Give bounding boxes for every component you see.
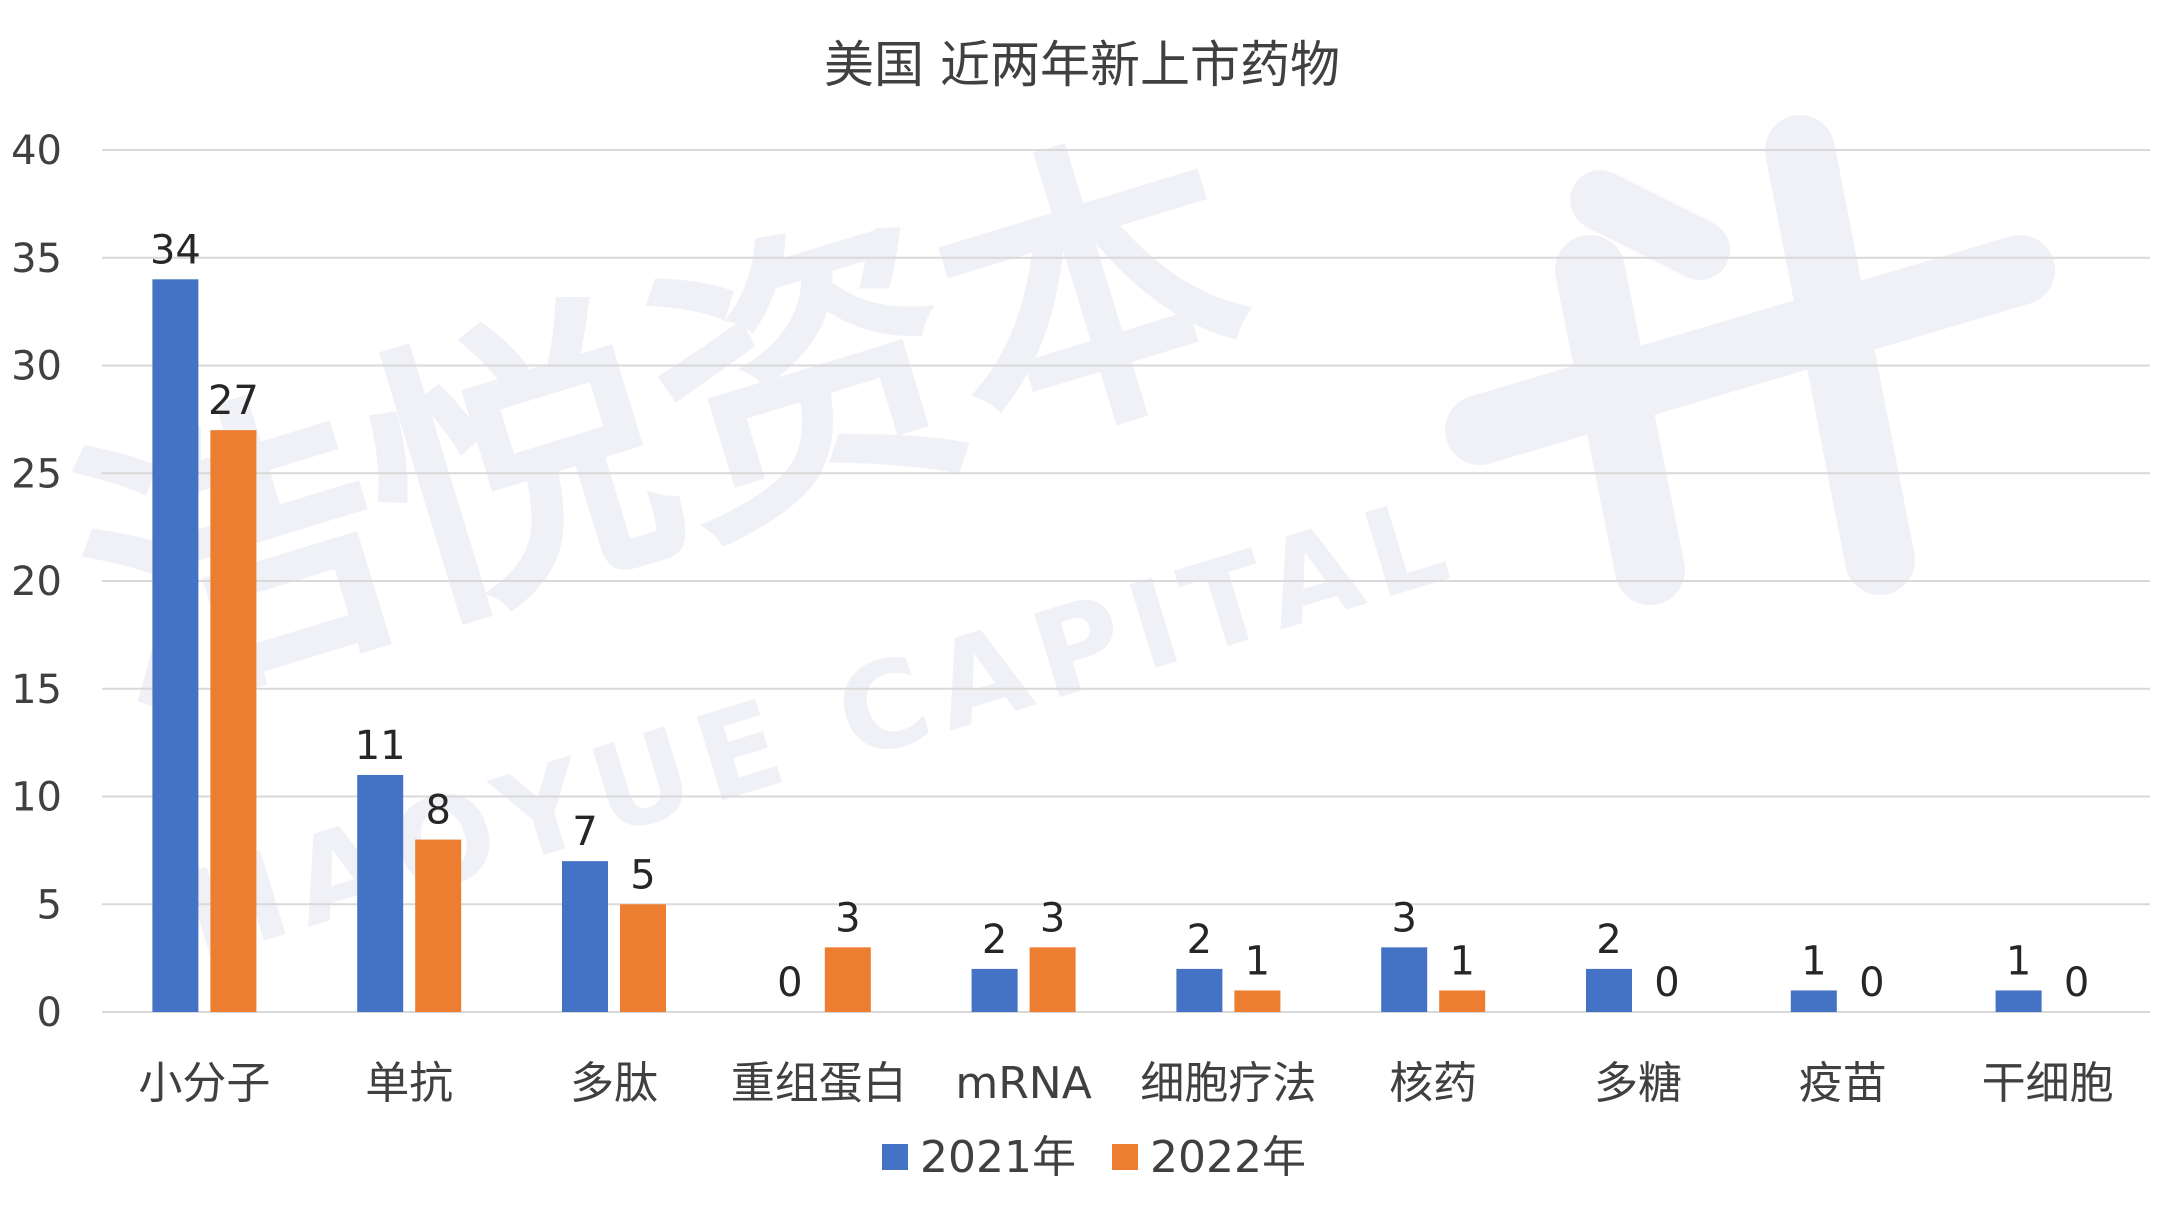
bar-series2 (210, 430, 257, 1012)
data-label: 1 (1449, 938, 1474, 984)
bars (152, 279, 2042, 1012)
watermark-logo (1445, 115, 2055, 605)
data-label: 11 (355, 723, 406, 769)
bar-series2 (1439, 990, 1486, 1012)
data-label: 0 (1859, 960, 1884, 1006)
bar-series1 (1790, 990, 1837, 1012)
bar-series1 (1381, 947, 1428, 1012)
bar-series2 (1234, 990, 1281, 1012)
legend-label: 2022年 (1150, 1132, 1306, 1183)
y-tick-label: 35 (11, 236, 62, 282)
bar-series1 (1995, 990, 2042, 1012)
data-label: 5 (630, 852, 655, 898)
y-tick-label: 20 (11, 559, 62, 605)
data-label: 27 (208, 378, 259, 424)
x-category-label: 细胞疗法 (1140, 1058, 1316, 1109)
y-tick-label: 0 (37, 990, 62, 1036)
y-tick-label: 5 (37, 882, 62, 928)
watermark: 浩悦资本 HAOYUE CAPITAL (39, 83, 2055, 988)
x-category-label: 多糖 (1594, 1058, 1682, 1109)
data-label: 7 (572, 809, 597, 855)
data-label: 3 (1040, 895, 1065, 941)
data-label: 3 (1391, 895, 1416, 941)
bar-series2 (1029, 947, 1076, 1012)
bar-series1 (971, 968, 1018, 1012)
x-category-label: 小分子 (138, 1058, 270, 1109)
x-category-label: 疫苗 (1799, 1058, 1887, 1109)
data-label: 0 (777, 960, 802, 1006)
bar-series1 (1586, 968, 1632, 1012)
x-category-label: 单抗 (365, 1058, 453, 1109)
legend-label: 2021年 (920, 1132, 1076, 1183)
data-label: 8 (425, 788, 450, 834)
x-category-label: 多肽 (570, 1058, 658, 1109)
data-label: 3 (835, 895, 860, 941)
x-category-label: 核药 (1389, 1058, 1477, 1109)
legend-swatch (882, 1144, 908, 1170)
gridlines (102, 149, 2150, 906)
data-label: 0 (1654, 960, 1679, 1006)
x-category-label: mRNA (955, 1058, 1091, 1109)
chart-title: 美国 近两年新上市药物 (824, 36, 1340, 94)
data-label: 2 (1187, 917, 1212, 963)
data-label: 1 (2006, 938, 2031, 984)
data-label: 1 (1801, 938, 1826, 984)
y-tick-label: 40 (11, 128, 62, 174)
data-label: 2 (1596, 917, 1621, 963)
bar-series1 (152, 279, 199, 1012)
x-category-label: 重组蛋白 (731, 1058, 907, 1109)
data-label: 1 (1245, 938, 1270, 984)
bar-series1 (357, 774, 404, 1012)
legend-swatch (1112, 1144, 1138, 1170)
bar-series1 (1176, 968, 1223, 1012)
x-axis-category-labels: 小分子 单抗 多肽 重组蛋白 mRNA 细胞疗法 核药 多糖 疫苗 干细胞 (138, 1058, 2113, 1109)
bar-series1 (562, 861, 608, 1012)
y-tick-label: 25 (11, 451, 62, 497)
bar-series2 (824, 947, 871, 1012)
legend: 2021年 2022年 (882, 1132, 1306, 1183)
data-label: 34 (150, 227, 201, 273)
bar-series2 (620, 904, 666, 1012)
x-category-label: 干细胞 (1982, 1058, 2114, 1109)
data-label: 0 (2064, 960, 2089, 1006)
bar-series2 (415, 839, 462, 1012)
data-label: 2 (982, 917, 1007, 963)
y-axis-tick-labels: 0 5 10 15 20 25 30 35 40 (11, 128, 62, 1036)
y-tick-label: 15 (11, 667, 62, 713)
y-tick-label: 10 (11, 775, 62, 821)
y-tick-label: 30 (11, 344, 62, 390)
